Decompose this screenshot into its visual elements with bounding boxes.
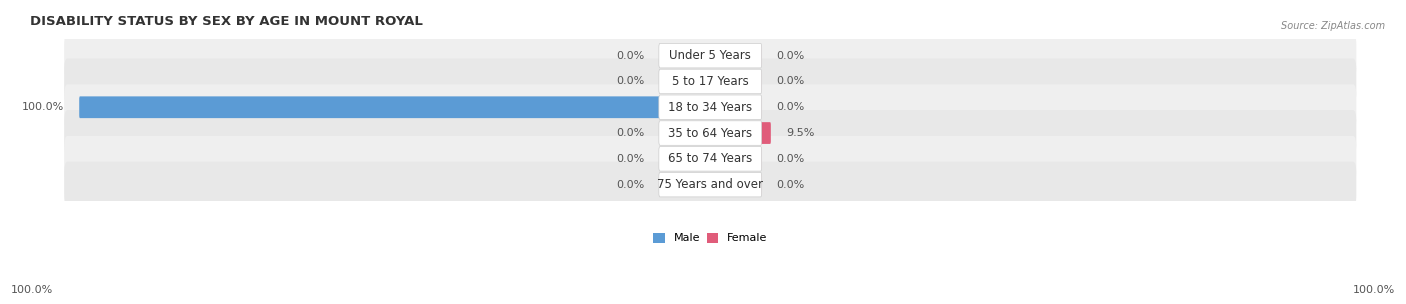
- FancyBboxPatch shape: [659, 147, 762, 171]
- Text: Under 5 Years: Under 5 Years: [669, 49, 751, 62]
- FancyBboxPatch shape: [659, 69, 762, 94]
- FancyBboxPatch shape: [710, 122, 770, 144]
- FancyBboxPatch shape: [65, 136, 1357, 182]
- FancyBboxPatch shape: [65, 33, 1357, 79]
- FancyBboxPatch shape: [65, 84, 1357, 130]
- FancyBboxPatch shape: [710, 71, 762, 92]
- Text: 5 to 17 Years: 5 to 17 Years: [672, 75, 748, 88]
- FancyBboxPatch shape: [65, 110, 1357, 156]
- Text: 0.0%: 0.0%: [776, 76, 804, 86]
- FancyBboxPatch shape: [710, 96, 762, 118]
- Text: 0.0%: 0.0%: [776, 102, 804, 112]
- FancyBboxPatch shape: [659, 45, 711, 67]
- FancyBboxPatch shape: [710, 45, 762, 67]
- Text: 0.0%: 0.0%: [616, 76, 644, 86]
- FancyBboxPatch shape: [659, 148, 711, 170]
- Text: DISABILITY STATUS BY SEX BY AGE IN MOUNT ROYAL: DISABILITY STATUS BY SEX BY AGE IN MOUNT…: [30, 15, 422, 28]
- Text: 0.0%: 0.0%: [776, 51, 804, 61]
- Text: 75 Years and over: 75 Years and over: [657, 178, 763, 191]
- FancyBboxPatch shape: [659, 71, 711, 92]
- FancyBboxPatch shape: [659, 121, 762, 145]
- Text: 65 to 74 Years: 65 to 74 Years: [668, 152, 752, 165]
- Text: 100.0%: 100.0%: [11, 285, 53, 295]
- FancyBboxPatch shape: [710, 148, 762, 170]
- Text: 100.0%: 100.0%: [22, 102, 65, 112]
- Legend: Male, Female: Male, Female: [650, 228, 772, 248]
- Text: 0.0%: 0.0%: [776, 154, 804, 164]
- Text: 35 to 64 Years: 35 to 64 Years: [668, 126, 752, 140]
- Text: 100.0%: 100.0%: [1353, 285, 1395, 295]
- FancyBboxPatch shape: [659, 43, 762, 68]
- FancyBboxPatch shape: [65, 162, 1357, 208]
- FancyBboxPatch shape: [659, 95, 762, 119]
- FancyBboxPatch shape: [65, 58, 1357, 104]
- FancyBboxPatch shape: [710, 174, 762, 195]
- Text: 0.0%: 0.0%: [616, 51, 644, 61]
- Text: 0.0%: 0.0%: [616, 154, 644, 164]
- FancyBboxPatch shape: [659, 122, 711, 144]
- Text: Source: ZipAtlas.com: Source: ZipAtlas.com: [1281, 21, 1385, 31]
- FancyBboxPatch shape: [79, 96, 711, 118]
- Text: 0.0%: 0.0%: [616, 180, 644, 190]
- Text: 0.0%: 0.0%: [776, 180, 804, 190]
- Text: 0.0%: 0.0%: [616, 128, 644, 138]
- FancyBboxPatch shape: [659, 172, 762, 197]
- Text: 9.5%: 9.5%: [786, 128, 814, 138]
- Text: 18 to 34 Years: 18 to 34 Years: [668, 101, 752, 114]
- FancyBboxPatch shape: [659, 174, 711, 195]
